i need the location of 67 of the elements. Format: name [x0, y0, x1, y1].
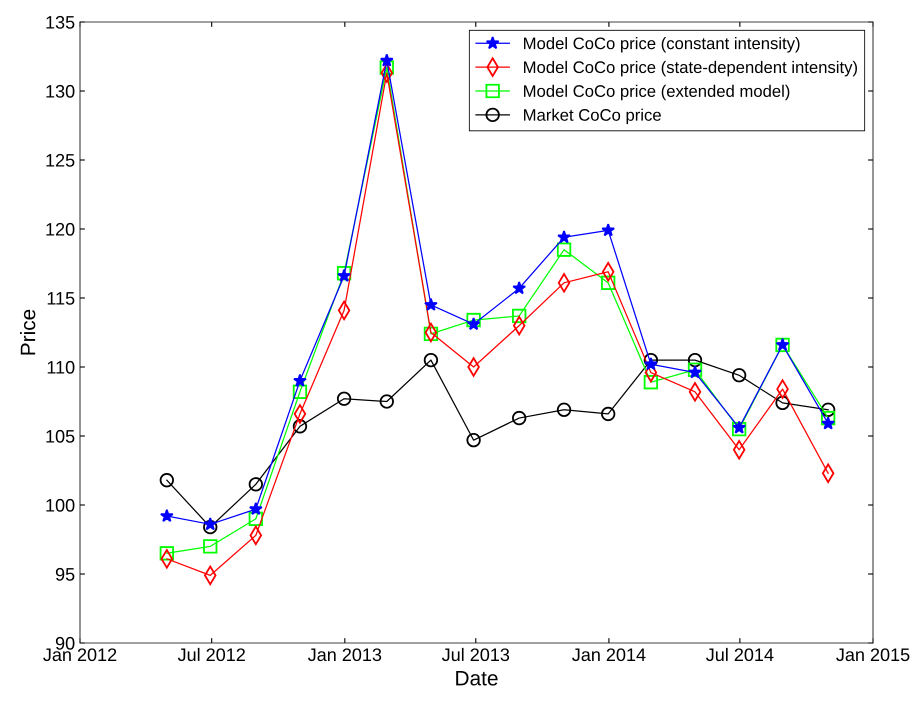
point	[466, 312, 481, 328]
y-tick-label: 100	[46, 498, 74, 512]
point	[601, 276, 616, 290]
y-axis-title: Price	[20, 310, 36, 355]
x-tick-label: Jan 2014	[572, 648, 646, 662]
y-tick-label: 120	[46, 222, 74, 236]
y-tick-label: 130	[46, 84, 74, 98]
point	[380, 53, 394, 67]
point	[601, 223, 616, 236]
point	[248, 512, 263, 526]
point	[380, 60, 394, 75]
point	[336, 266, 352, 280]
y-tick-label: 115	[48, 292, 74, 305]
point	[248, 502, 263, 516]
y-tick-label: 105	[46, 430, 74, 443]
point	[688, 352, 702, 368]
point	[292, 384, 308, 399]
point	[160, 508, 174, 522]
point	[732, 368, 746, 382]
legend-label: Market CoCo price	[524, 108, 661, 124]
y-tick-label: 90	[56, 636, 74, 650]
point	[160, 546, 174, 560]
point	[292, 419, 308, 434]
point	[821, 416, 835, 430]
x-tick-label: Jul 2014	[706, 648, 774, 662]
point	[424, 352, 438, 368]
point	[556, 402, 572, 417]
point	[203, 539, 218, 554]
legend-label: Model CoCo price (constant intensity)	[524, 37, 800, 53]
point	[775, 396, 790, 410]
point	[644, 357, 658, 370]
point	[512, 281, 526, 294]
point	[203, 520, 218, 534]
point	[512, 410, 526, 426]
y-tick-label: 95	[56, 568, 74, 581]
point	[203, 517, 218, 530]
y-tick-label: 110	[48, 360, 74, 374]
x-tick-label: Jan 2015	[836, 648, 910, 662]
point	[644, 352, 658, 368]
legend-label: Model CoCo price (extended model)	[524, 84, 790, 100]
point	[820, 410, 836, 426]
point	[337, 268, 351, 282]
point	[336, 392, 352, 406]
point	[601, 406, 616, 422]
point	[424, 298, 438, 311]
x-tick-label: Jul 2012	[178, 648, 245, 662]
point	[556, 242, 572, 257]
point	[248, 477, 263, 492]
x-tick-label: Jan 2012	[43, 648, 116, 662]
x-tick-label: Jan 2013	[308, 648, 382, 662]
point	[557, 230, 571, 244]
point	[644, 375, 658, 390]
point	[466, 317, 480, 330]
point	[688, 365, 702, 378]
point	[160, 473, 174, 488]
point	[688, 362, 702, 377]
point	[466, 432, 481, 448]
point	[512, 308, 526, 324]
point	[820, 402, 836, 417]
point	[380, 394, 394, 409]
y-tick-label: 125	[46, 154, 74, 167]
point	[424, 326, 438, 342]
x-axis-title: Date	[456, 671, 498, 686]
x-tick-label: Jul 2013	[442, 648, 510, 662]
point	[293, 374, 307, 387]
legend-label: Model CoCo price (state-dependent intensity)	[524, 60, 857, 76]
y-tick-label: 135	[46, 16, 74, 29]
